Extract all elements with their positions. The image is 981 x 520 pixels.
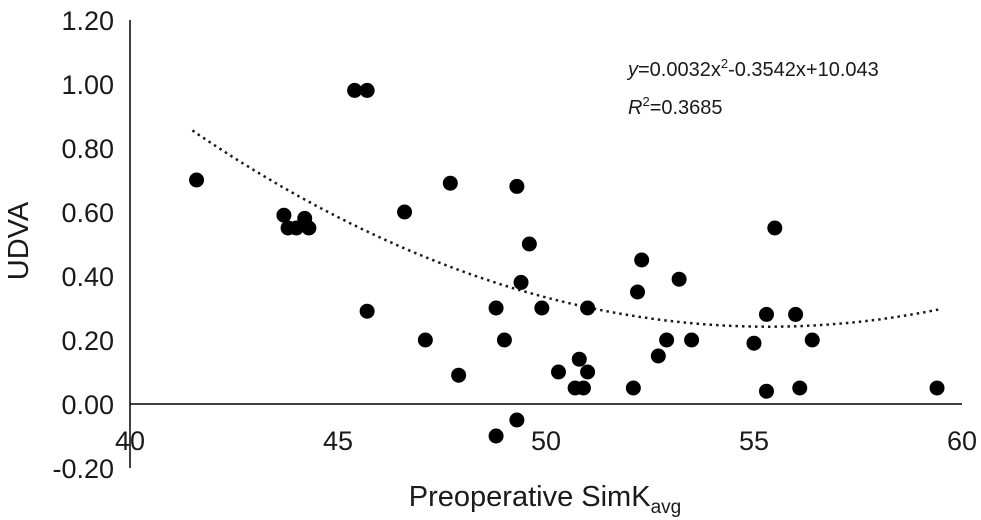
y-tick-label: 0.20 — [61, 326, 114, 356]
data-point — [650, 348, 666, 364]
x-axis-title-subscript: avg — [651, 497, 682, 518]
data-point — [630, 284, 646, 300]
data-point — [442, 175, 458, 191]
data-point — [496, 332, 512, 348]
data-point — [488, 300, 504, 316]
data-point — [792, 380, 808, 396]
data-point — [397, 204, 413, 220]
data-point — [550, 364, 566, 380]
r2-exponent: 2 — [642, 94, 649, 109]
x-axis-title-main: Preoperative SimK — [409, 481, 651, 513]
data-point — [417, 332, 433, 348]
equation-y: y — [626, 59, 639, 81]
equation-tail: -0.3542x+10.043 — [728, 59, 879, 81]
data-point — [276, 207, 292, 223]
data-point — [659, 332, 675, 348]
x-axis-ticks: 40 45 50 55 60 — [115, 426, 977, 456]
data-point — [758, 383, 774, 399]
data-point — [929, 380, 945, 396]
data-point — [634, 252, 650, 268]
x-tick-label: 45 — [323, 426, 353, 456]
data-point — [513, 274, 529, 290]
x-tick-label: 40 — [115, 426, 145, 456]
data-point — [671, 271, 687, 287]
x-tick-label: 50 — [531, 426, 561, 456]
x-tick-label: 55 — [739, 426, 769, 456]
data-point — [301, 220, 317, 236]
data-point — [451, 367, 467, 383]
y-tick-label: 0.80 — [61, 134, 114, 164]
x-tick-label: 60 — [947, 426, 977, 456]
y-axis-ticks: 1.20 1.00 0.80 0.60 0.40 0.20 0.00 -0.20 — [52, 6, 114, 484]
r2-symbol: R — [628, 97, 642, 119]
data-point — [534, 300, 550, 316]
data-point — [746, 335, 762, 351]
data-point — [758, 306, 774, 322]
data-point — [347, 82, 363, 98]
equation-main: =0.0032x — [638, 59, 721, 81]
data-point — [804, 332, 820, 348]
data-points — [189, 82, 945, 444]
y-tick-label: 0.60 — [61, 198, 114, 228]
data-point — [575, 380, 591, 396]
axes — [129, 20, 962, 468]
trendline-equation: y=0.0032x2-0.3542x+10.043 — [626, 56, 879, 81]
data-point — [189, 172, 205, 188]
data-point — [359, 303, 375, 319]
data-point — [767, 220, 783, 236]
equation-exponent: 2 — [721, 56, 728, 71]
data-point — [625, 380, 641, 396]
data-point — [521, 236, 537, 252]
data-point — [359, 82, 375, 98]
data-point — [571, 351, 587, 367]
data-point — [509, 412, 525, 428]
r-squared-label: R2=0.3685 — [628, 94, 723, 119]
data-point — [580, 300, 596, 316]
data-point — [580, 364, 596, 380]
data-point — [488, 428, 504, 444]
data-point — [788, 306, 804, 322]
y-tick-label: 0.40 — [61, 262, 114, 292]
data-point — [684, 332, 700, 348]
y-tick-label: 1.00 — [61, 70, 114, 100]
y-tick-label: -0.20 — [52, 454, 114, 484]
x-axis-title: Preoperative SimKavg — [409, 481, 681, 518]
y-tick-label: 1.20 — [61, 6, 114, 36]
data-point — [509, 178, 525, 194]
y-tick-label: 0.00 — [61, 390, 114, 420]
y-axis-title: UDVA — [3, 201, 35, 280]
r2-value: =0.3685 — [650, 97, 723, 119]
